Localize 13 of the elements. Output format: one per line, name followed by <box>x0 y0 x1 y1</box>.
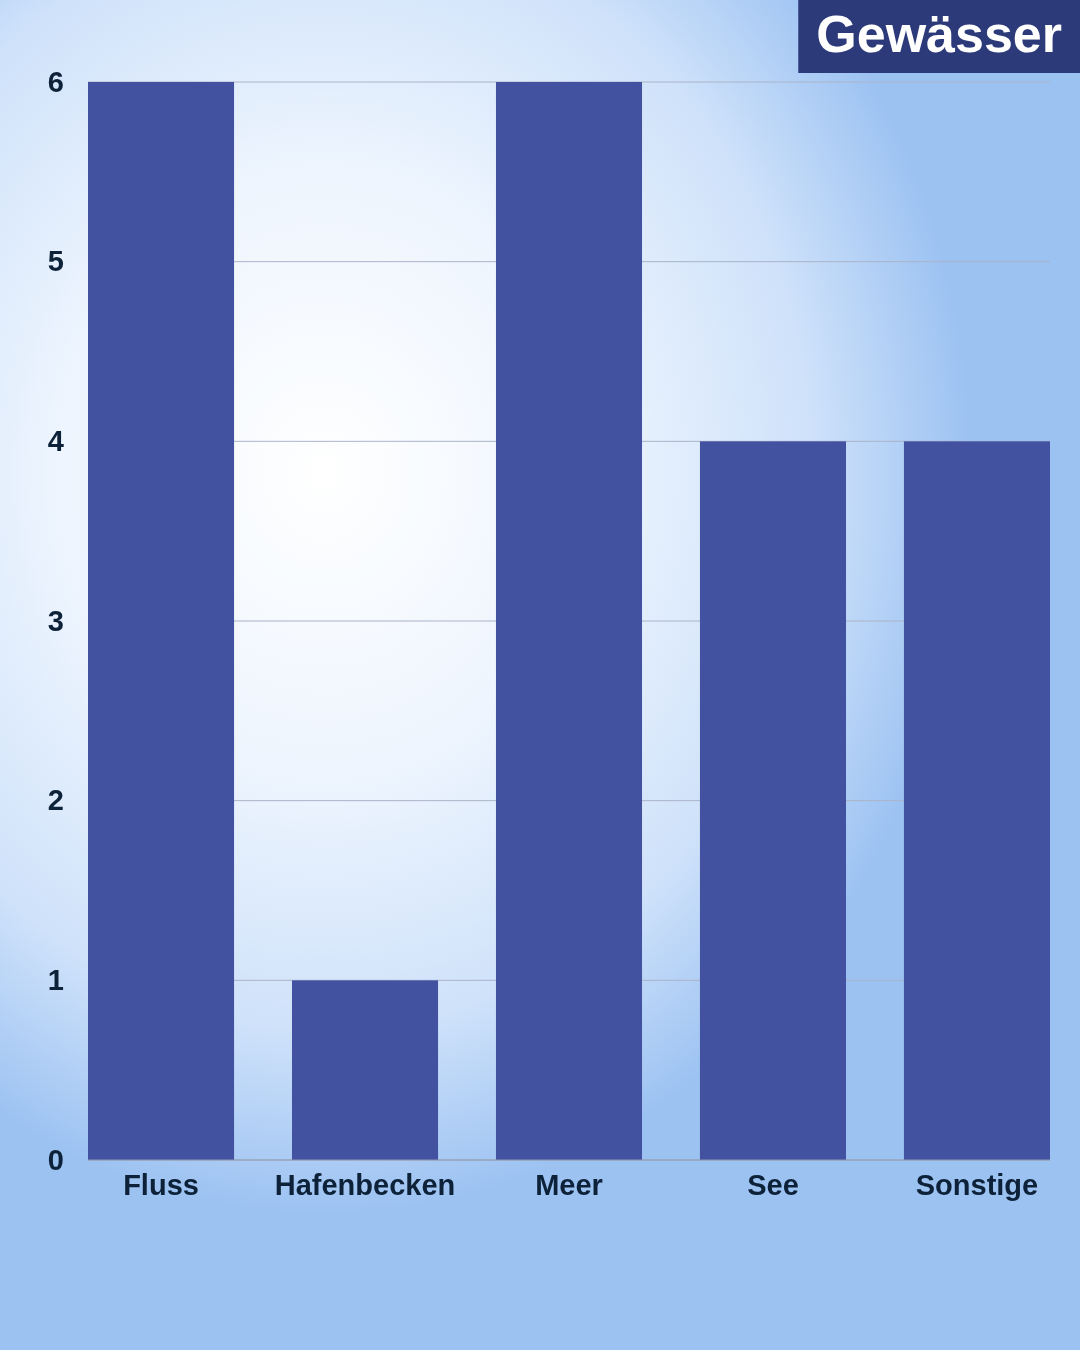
chart-title: Gewässer <box>816 5 1062 63</box>
x-tick-label: Meer <box>535 1168 603 1201</box>
y-tick-label: 3 <box>47 604 64 637</box>
x-tick-label: See <box>747 1168 799 1201</box>
x-tick-label: Hafenbecken <box>274 1168 456 1201</box>
y-tick-label: 2 <box>47 784 64 817</box>
y-tick-label: 0 <box>47 1143 64 1176</box>
y-tick-label: 1 <box>47 964 64 997</box>
y-tick-label: 4 <box>47 425 64 458</box>
y-tick-label: 6 <box>47 65 64 98</box>
x-tick-label: Fluss <box>123 1168 199 1201</box>
x-tick-label: Sonstige <box>915 1168 1039 1201</box>
y-tick-label: 5 <box>47 245 64 278</box>
